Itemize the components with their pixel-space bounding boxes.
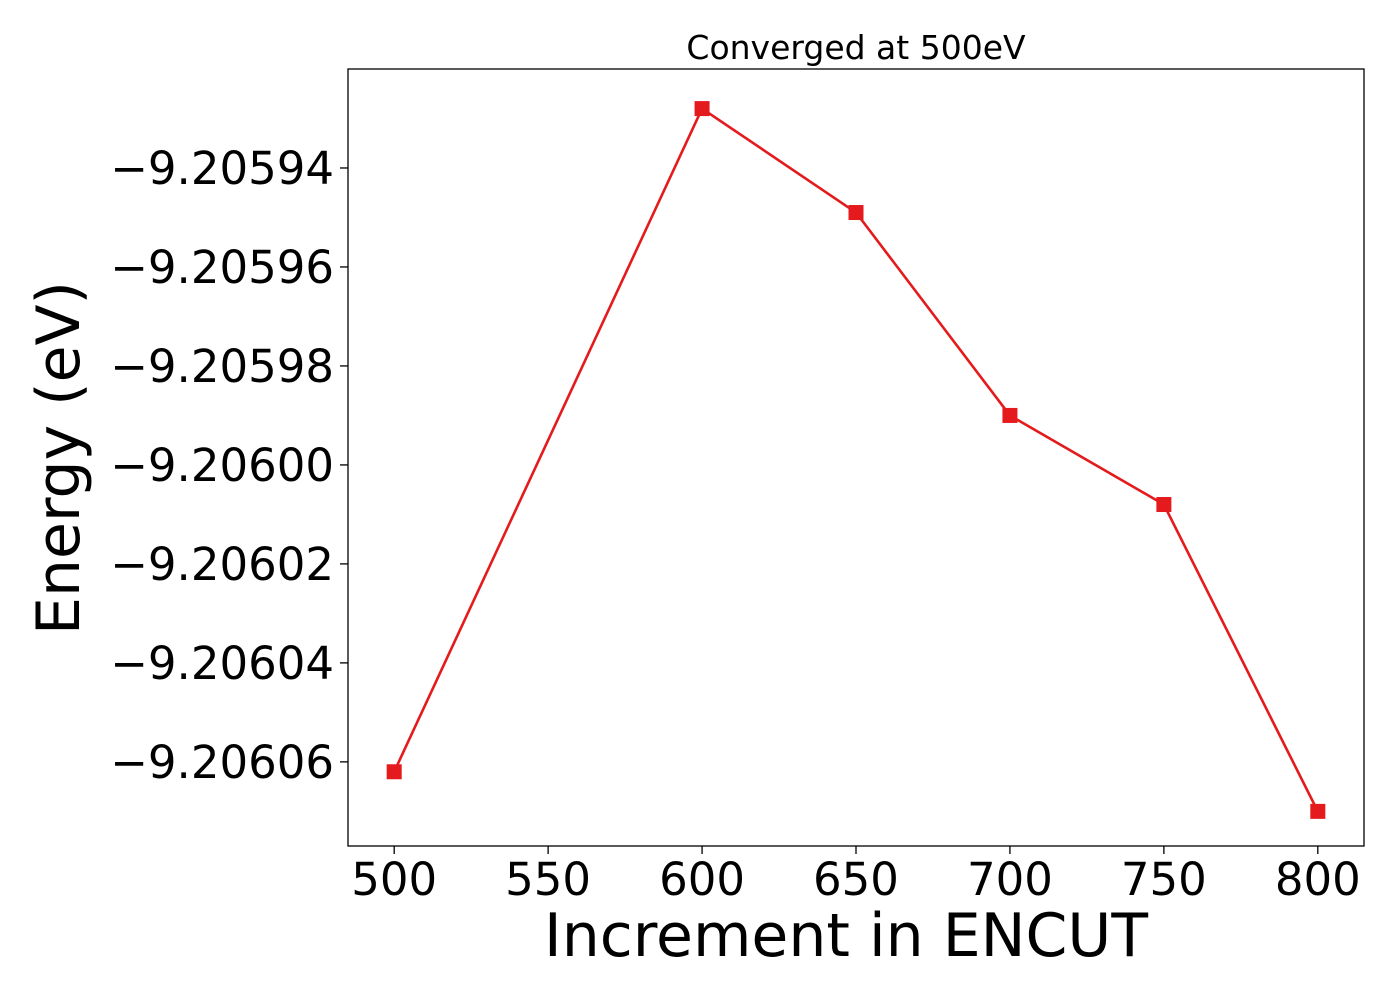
chart-title: Converged at 500eV — [686, 28, 1026, 67]
x-tick-label: 700 — [967, 853, 1053, 906]
x-tick-label: 650 — [813, 853, 899, 906]
data-point-marker — [1310, 803, 1326, 819]
x-tick-label: 800 — [1275, 853, 1361, 906]
data-point-marker — [1156, 497, 1172, 513]
data-point-marker — [1002, 407, 1018, 423]
y-tick-label: −9.20604 — [110, 637, 334, 690]
y-tick-label: −9.20598 — [110, 340, 334, 393]
y-axis: −9.20606 −9.20604 −9.20602 −9.20600 −9.20598… — [110, 142, 348, 789]
x-axis: 500 550 600 650 700 750 800 — [351, 846, 1361, 906]
y-tick-label: −9.20596 — [110, 241, 334, 294]
data-point-marker — [386, 764, 402, 780]
plot-area — [386, 101, 1326, 819]
data-point-marker — [848, 205, 864, 221]
x-tick-label: 500 — [351, 853, 437, 906]
x-tick-label: 550 — [505, 853, 591, 906]
y-tick-label: −9.20600 — [110, 439, 334, 492]
y-tick-label: −9.20606 — [110, 736, 334, 789]
y-axis-title: Energy (eV) — [24, 281, 94, 635]
series-line — [393, 107, 1319, 812]
y-tick-label: −9.20594 — [110, 142, 334, 195]
x-tick-label: 600 — [659, 853, 745, 906]
x-tick-label: 750 — [1121, 853, 1207, 906]
x-axis-title: Increment in ENCUT — [544, 901, 1148, 971]
data-point-marker — [694, 101, 710, 117]
y-tick-label: −9.20602 — [110, 538, 334, 591]
